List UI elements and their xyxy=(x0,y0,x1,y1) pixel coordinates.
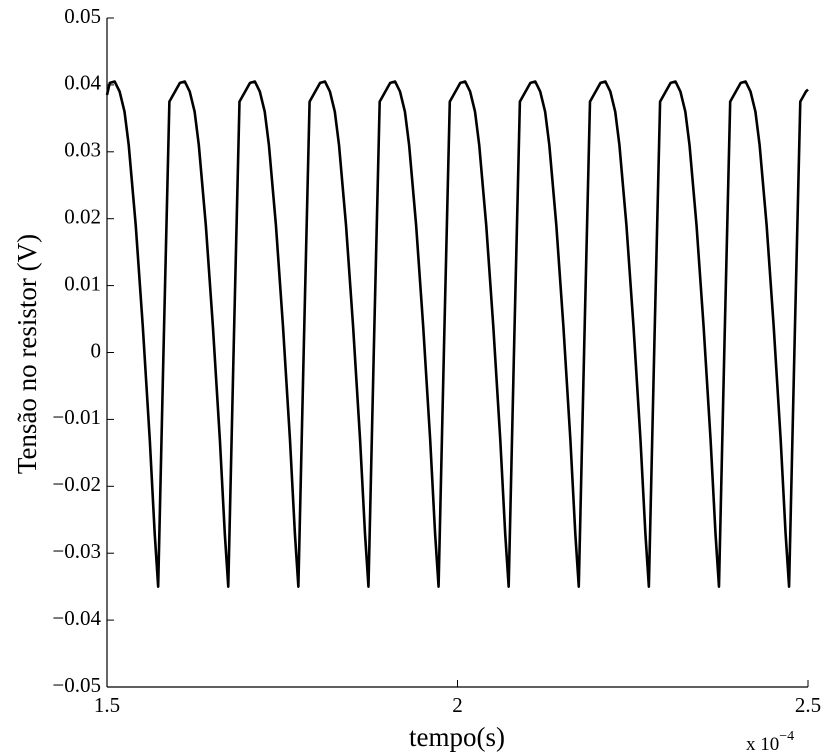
y-tick-label: 0.01 xyxy=(64,271,101,295)
y-tick-label: 0.05 xyxy=(64,4,101,28)
multiplier-exponent: −4 xyxy=(779,729,794,744)
line-series xyxy=(105,80,809,588)
y-tick-label: 0.03 xyxy=(64,138,101,162)
x-tick-label: 2 xyxy=(452,693,463,717)
x-axis-label: tempo(s) xyxy=(409,722,505,752)
y-tick-label: 0.02 xyxy=(64,205,101,229)
x-multiplier: x 10−4 xyxy=(746,729,794,755)
y-axis-label: Tensão no resistor (V) xyxy=(12,234,42,474)
y-tick-label: −0.05 xyxy=(52,673,101,697)
multiplier-base: x 10 xyxy=(746,734,779,755)
y-tick-label: −0.04 xyxy=(52,606,101,630)
y-tick-label: −0.01 xyxy=(52,405,101,429)
y-tick-label: 0.04 xyxy=(64,71,101,95)
y-tick-label: −0.02 xyxy=(52,472,101,496)
y-tick-label: −0.03 xyxy=(52,539,101,563)
x-tick-label: 2.5 xyxy=(795,693,821,717)
x-tick-label: 1.5 xyxy=(94,693,120,717)
y-tick-label: 0 xyxy=(91,338,102,362)
